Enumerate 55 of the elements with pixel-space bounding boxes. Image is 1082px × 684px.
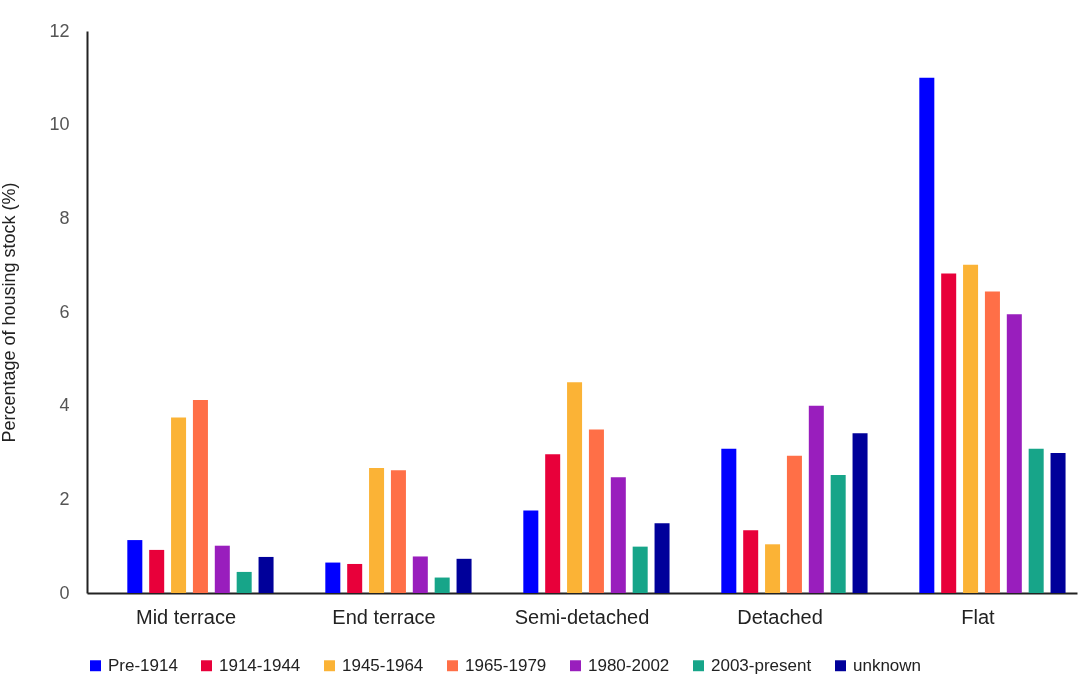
y-axis-title: Percentage of housing stock (%) (0, 182, 20, 443)
bar (171, 417, 187, 593)
y-tick-label: 4 (59, 395, 70, 416)
x-tick-label: Flat (961, 605, 996, 628)
legend-label: 1965-1979 (465, 655, 547, 675)
bar (456, 558, 472, 593)
bar (236, 571, 252, 593)
bar (192, 400, 208, 593)
bar (963, 264, 979, 593)
bar (786, 455, 802, 593)
bar (567, 382, 583, 593)
bar (258, 556, 274, 593)
x-tick-label: Mid terrace (135, 605, 237, 628)
x-tick-label: Detached (737, 605, 823, 628)
bar (984, 291, 1000, 593)
legend-label: 1980-2002 (588, 655, 670, 675)
bar (808, 405, 824, 593)
bar (632, 546, 648, 593)
bar (412, 556, 428, 593)
legend-label: 1914-1944 (219, 655, 301, 675)
bar (390, 470, 406, 593)
x-tick-label: Semi-detached (514, 605, 650, 628)
bar (721, 448, 737, 593)
bar (1028, 448, 1044, 593)
legend-label: Pre-1914 (108, 655, 178, 675)
bar (919, 77, 935, 593)
bar (149, 549, 165, 593)
y-tick-label: 0 (59, 582, 70, 603)
y-tick-label: 6 (59, 301, 70, 322)
bar (347, 563, 363, 593)
bar (743, 530, 759, 593)
y-tick-label: 10 (49, 114, 70, 135)
bar (1006, 314, 1022, 593)
bar (588, 429, 604, 593)
legend-label: unknown (853, 655, 922, 675)
y-tick-label: 12 (49, 20, 70, 41)
y-tick-label: 8 (59, 207, 70, 228)
bar (941, 273, 957, 593)
legend-label: 2003-present (711, 655, 812, 675)
bar (325, 562, 341, 593)
bar (610, 477, 626, 593)
bar (434, 577, 450, 593)
bar (1050, 452, 1066, 593)
bar (214, 545, 230, 593)
bar (654, 523, 670, 593)
bar (830, 474, 846, 593)
bar (765, 544, 781, 593)
legend-label: 1945-1964 (342, 655, 424, 675)
bar (523, 510, 539, 593)
bar (369, 467, 385, 593)
y-tick-label: 2 (59, 488, 70, 509)
bar (545, 454, 561, 593)
x-tick-label: End terrace (332, 605, 436, 628)
bar (852, 433, 868, 593)
bar (127, 540, 143, 593)
